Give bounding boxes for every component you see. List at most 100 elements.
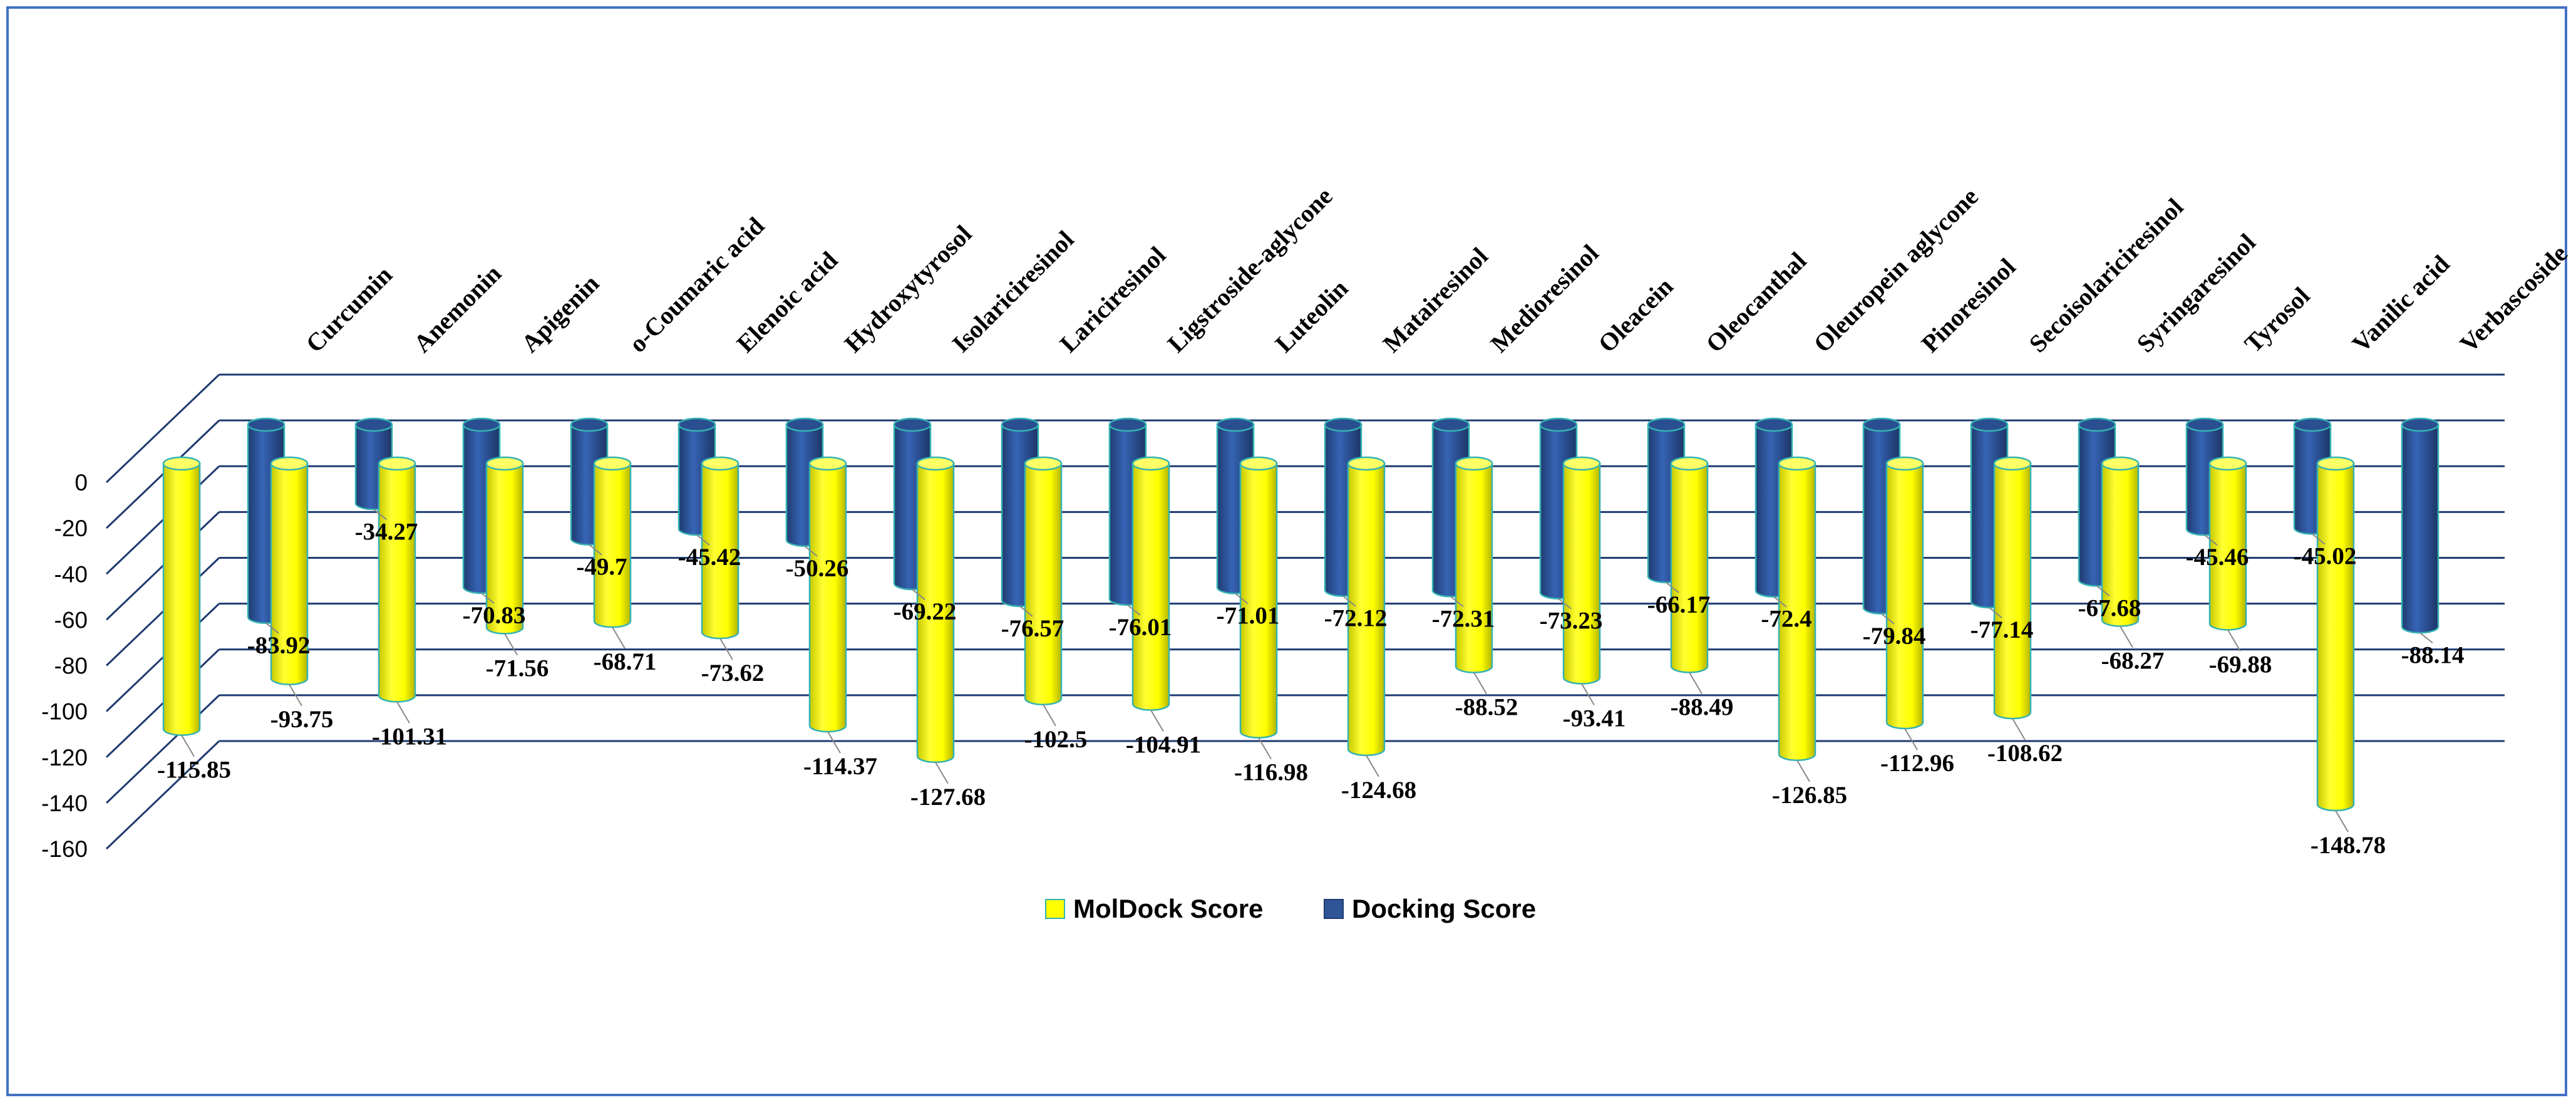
moldock-score-bar-cap <box>1131 456 1170 471</box>
moldock-score-bar-body <box>1670 462 1709 673</box>
moldock-value-label: -127.68 <box>910 784 986 811</box>
docking-value-label: -34.27 <box>355 518 418 545</box>
y-tick-label: -140 <box>41 791 88 816</box>
y-tick-label: -20 <box>54 516 88 541</box>
moldock-score-bar <box>1993 456 2032 720</box>
docking-score-bar-body <box>2401 423 2439 634</box>
moldock-score-bar-cap <box>593 456 632 471</box>
docking-leader-line <box>1881 613 1895 625</box>
docking-value-label: -45.02 <box>2294 543 2357 570</box>
docking-score-bar-cap <box>570 417 609 432</box>
moldock-score-bar-cap <box>2316 456 2355 471</box>
moldock-score-bar-cap <box>1024 456 1063 471</box>
moldock-score-bar-body <box>1024 462 1063 705</box>
moldock-leader-line <box>1258 737 1272 760</box>
docking-score-bar-cap <box>1324 417 1363 432</box>
moldock-score-bar-body <box>378 462 416 703</box>
moldock-score-bar-cap <box>1670 456 1709 471</box>
moldock-score-bar <box>1024 456 1063 705</box>
docking-value-label: -72.12 <box>1324 605 1388 632</box>
docking-value-label: -67.68 <box>2078 594 2141 621</box>
docking-score-bar-cap <box>2293 417 2332 432</box>
moldock-value-label: -124.68 <box>1341 777 1416 804</box>
moldock-score-bar <box>1778 456 1816 762</box>
category-label: Anemonin <box>408 259 507 358</box>
moldock-score-bar <box>1885 456 1924 730</box>
docking-value-label: -50.26 <box>786 555 849 582</box>
grid-diagonal <box>105 740 220 850</box>
docking-value-label: -69.22 <box>894 598 957 625</box>
moldock-leader-line <box>1796 760 1810 782</box>
moldock-score-bar-cap <box>1347 456 1386 471</box>
docking-leader-line <box>1450 596 1464 608</box>
moldock-score-bar-cap <box>1562 456 1601 471</box>
moldock-score-bar-cap <box>2101 456 2140 471</box>
docking-leader-line <box>696 534 710 546</box>
moldock-score-bar <box>1239 456 1278 739</box>
moldock-score-bar <box>162 456 201 736</box>
category-label: Pinoresinol <box>1916 252 2021 358</box>
docking-leader-line <box>2204 534 2218 546</box>
category-label: Tyrosol <box>2239 281 2316 358</box>
moldock-score-bar-body <box>270 462 309 685</box>
category-label: Curcumin <box>301 261 398 358</box>
moldock-score-bar <box>1670 456 1709 673</box>
docking-score-bar-cap <box>1647 417 1686 432</box>
moldock-score-bar-body <box>1455 462 1493 673</box>
moldock-leader-line <box>1150 710 1164 732</box>
docking-leader-line <box>481 593 495 604</box>
moldock-leader-line <box>1366 755 1379 777</box>
moldock-score-bar <box>270 456 309 685</box>
chart-frame <box>6 6 2567 1096</box>
docking-value-label: -72.4 <box>1761 606 1811 633</box>
y-tick-label: 0 <box>75 470 88 495</box>
moldock-score-bar-cap <box>1885 456 1924 471</box>
moldock-value-label: -115.85 <box>157 757 231 784</box>
docking-score-bar <box>677 417 716 536</box>
docking-leader-line <box>1235 593 1249 604</box>
moldock-score-bar-body <box>162 462 201 736</box>
moldock-score-bar-cap <box>1239 456 1278 471</box>
bars <box>162 417 2439 812</box>
moldock-score-bar-cap <box>378 456 416 471</box>
moldock-leader-line <box>504 633 518 656</box>
moldock-score-bar-body <box>485 462 524 635</box>
category-label: Elenoic acid <box>731 246 843 358</box>
docking-leader-line <box>265 623 279 634</box>
moldock-leader-line <box>612 626 626 649</box>
moldock-leader-line <box>1581 683 1595 706</box>
docking-score-bar-cap <box>785 417 824 432</box>
moldock-score-bar-cap <box>2208 456 2247 471</box>
docking-leader-line <box>1019 606 1033 617</box>
docking-leader-line <box>804 545 818 557</box>
docking-score-bar-cap <box>893 417 932 432</box>
category-label: Medioresinol <box>1485 239 1604 358</box>
y-tick-label: -60 <box>54 607 88 633</box>
moldock-leader-line <box>935 762 949 784</box>
docking-leader-line <box>2419 632 2433 644</box>
docking-value-label: -76.57 <box>1001 615 1064 642</box>
category-label: Lariciresinol <box>1054 241 1172 358</box>
y-axis-ticks: 0 -20 -40 -60 -80 -100 -120 -140 -160 <box>41 470 88 862</box>
docking-score-bar-cap <box>1431 417 1470 432</box>
moldock-leader-line <box>1689 672 1703 695</box>
docking-value-label: -83.92 <box>247 632 311 659</box>
moldock-score-bar <box>1455 456 1493 673</box>
docking-value-label: -77.14 <box>1971 616 2034 643</box>
moldock-score-bar <box>2316 456 2355 812</box>
category-label: Matairesinol <box>1378 242 1493 358</box>
moldock-score-bar-cap <box>1455 456 1493 471</box>
moldock-score-bar <box>1562 456 1601 685</box>
moldock-leader-line <box>1043 704 1056 727</box>
moldock-score-bar-body <box>916 462 955 764</box>
docking-score-bar-cap <box>1754 417 1793 432</box>
moldock-score-bar <box>485 456 524 635</box>
moldock-score-bar-cap <box>1778 456 1816 471</box>
moldock-score-bar <box>1131 456 1170 711</box>
moldock-score-bar-body <box>1885 462 1924 730</box>
docking-leader-line <box>1127 604 1141 616</box>
moldock-leader-line <box>2012 718 2026 740</box>
moldock-leader-line <box>289 684 302 707</box>
category-labels: Curcumin Anemonin Apigenin o-Coumaric acidE… <box>301 182 2573 358</box>
